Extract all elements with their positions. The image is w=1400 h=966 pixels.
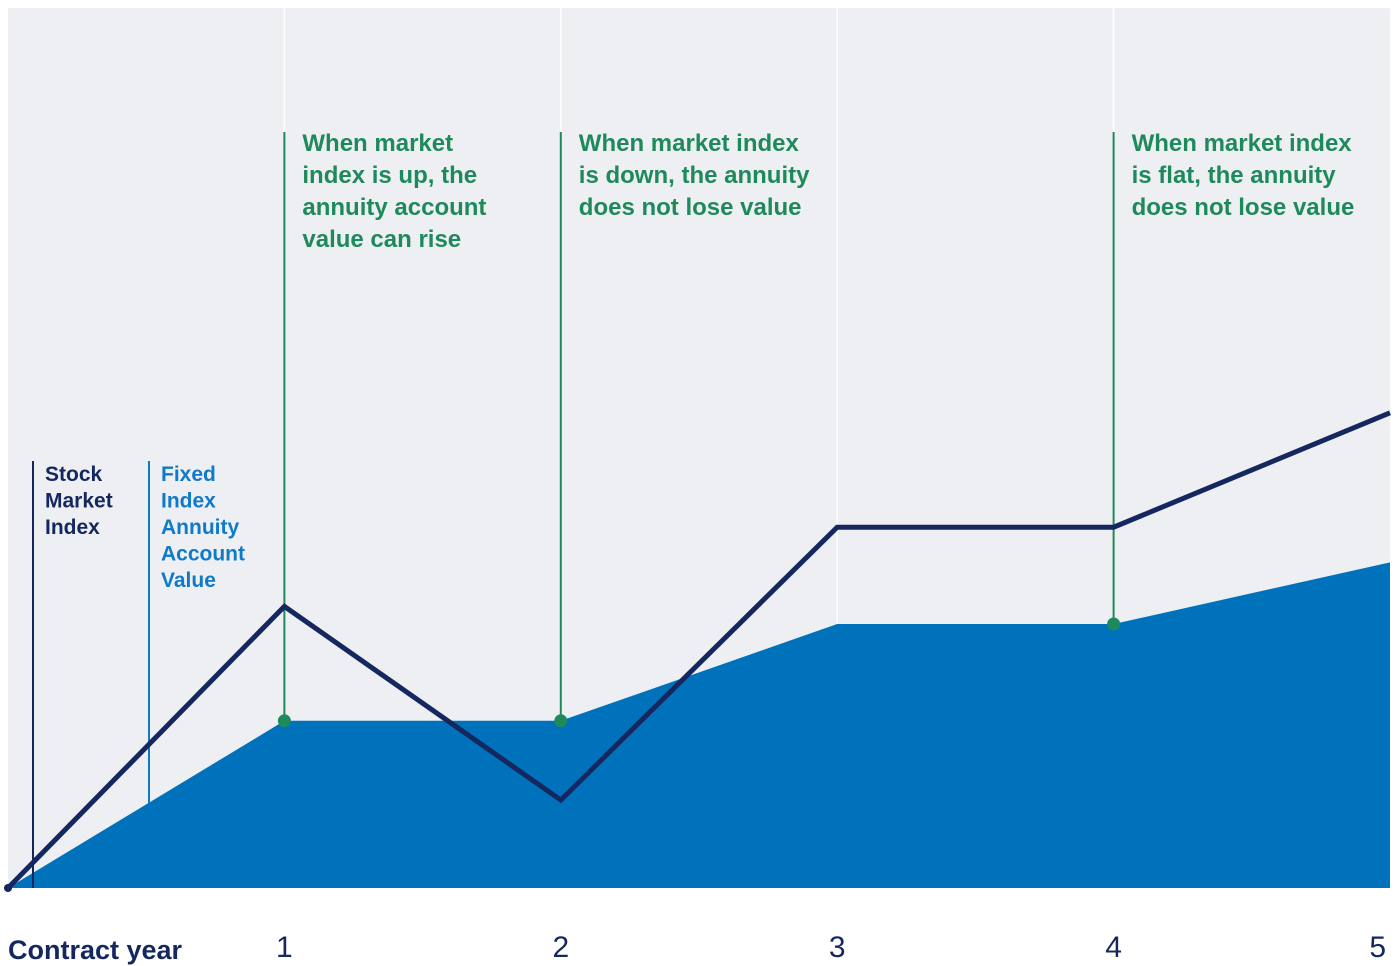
legend-text-2-line-3: Annuity [161, 516, 239, 539]
annotation-text-2-line-1: When market index [579, 130, 800, 157]
x-axis-ticks: 1 2 3 4 5 [276, 931, 1386, 964]
annotation-marker-1 [277, 714, 291, 728]
annotation-marker-2 [554, 714, 568, 728]
legend: Stock Market Index Fixed Index Annuity Account… [32, 461, 245, 888]
annotations: When market index is up, the annuity accou… [283, 130, 1355, 721]
annotation-marker-3 [1107, 617, 1121, 631]
x-tick-label-3: 3 [829, 931, 846, 964]
annotation-text-1-line-3: annuity account [302, 194, 486, 221]
annotation-text-2-line-3: does not lose value [579, 194, 802, 221]
annotation-text-1-line-1: When market [302, 130, 453, 157]
legend-text-1-line-1: Stock [45, 463, 103, 486]
x-axis-label: Contract year [8, 935, 183, 965]
annotation-text-3-line-2: is flat, the annuity [1132, 162, 1337, 189]
annotation-text-3-line-1: When market index [1132, 130, 1353, 157]
stock-market-index-line [6, 410, 1391, 890]
annuity-value-area [8, 562, 1390, 888]
legend-text-2-line-2: Index [161, 490, 216, 513]
legend-text-2-line-4: Account [161, 543, 245, 566]
x-tick-label-2: 2 [552, 931, 569, 964]
annotation-text-3-line-3: does not lose value [1132, 194, 1355, 221]
legend-text-1-line-3: Index [45, 516, 100, 539]
legend-text-2-line-1: Fixed [161, 463, 216, 486]
annotation-markers [4, 617, 1121, 892]
origin-marker [4, 884, 12, 892]
annotation-text-1-line-2: index is up, the [302, 162, 477, 189]
annotation-text-2-line-2: is down, the annuity [579, 162, 810, 189]
x-tick-label-1: 1 [276, 931, 293, 964]
legend-text-1-line-2: Market [45, 490, 113, 513]
x-tick-label-4: 4 [1105, 931, 1122, 964]
legend-text-2-line-5: Value [161, 569, 216, 592]
x-tick-label-5: 5 [1369, 931, 1386, 964]
annotation-text-1-line-4: value can rise [302, 226, 461, 253]
